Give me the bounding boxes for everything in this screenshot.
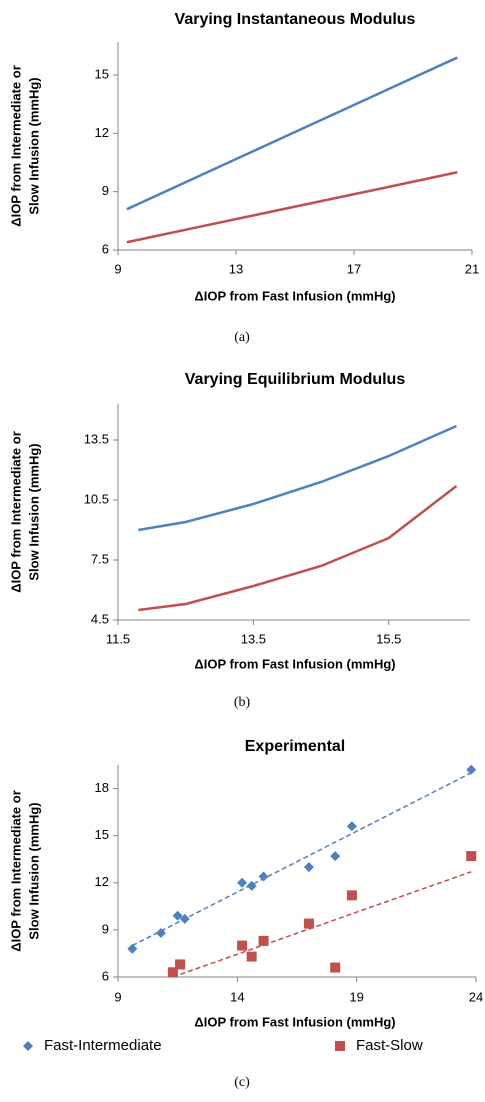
y-axis-label: ΔIOP from Intermediate or	[8, 65, 23, 227]
point	[346, 890, 357, 901]
y-tick-label: 10.5	[84, 491, 109, 506]
x-tick-label: 24	[469, 989, 483, 1004]
caption: (a)	[234, 330, 250, 345]
y-axis-label: Slow Infusion (mmHg)	[26, 802, 41, 939]
x-tick-label: 9	[114, 989, 121, 1004]
point	[466, 851, 477, 862]
y-tick-label: 7.5	[91, 551, 109, 566]
x-tick-label: 14	[230, 989, 244, 1004]
y-tick-label: 9	[102, 183, 109, 198]
y-axis-label: ΔIOP from Intermediate or	[8, 431, 23, 593]
point	[167, 967, 178, 978]
y-tick-label: 12	[95, 125, 109, 140]
y-tick-label: 6	[102, 968, 109, 983]
chart-title: Experimental	[245, 738, 345, 755]
y-tick-label: 13.5	[84, 431, 109, 446]
point	[172, 910, 183, 921]
x-tick-label: 9	[114, 261, 121, 276]
y-axis-label: Slow Infusion (mmHg)	[26, 443, 41, 580]
legend-label: Fast-Slow	[356, 1037, 423, 1054]
x-tick-label: 11.5	[106, 631, 130, 646]
point	[175, 959, 186, 970]
x-axis-label: ΔIOP from Fast Infusion (mmHg)	[194, 1014, 395, 1029]
point	[330, 962, 341, 973]
y-tick-label: 15	[95, 827, 109, 842]
x-tick-label: 13	[229, 261, 243, 276]
point	[237, 877, 248, 888]
line	[126, 171, 458, 244]
y-tick-label: 18	[95, 780, 109, 795]
x-tick-label: 19	[349, 989, 363, 1004]
x-tick-label: 17	[347, 261, 361, 276]
line	[138, 485, 458, 612]
point	[330, 851, 341, 862]
x-tick-label: 21	[465, 261, 479, 276]
point	[303, 862, 314, 873]
y-tick-label: 12	[95, 874, 109, 889]
point	[246, 880, 257, 891]
chart-title: Varying Instantaneous Modulus	[175, 11, 416, 28]
point	[258, 871, 269, 882]
chart-title: Varying Equilibrium Modulus	[185, 371, 406, 388]
legend-label: Fast-Intermediate	[44, 1037, 162, 1054]
y-tick-label: 4.5	[91, 611, 109, 626]
x-axis-label: ΔIOP from Fast Infusion (mmHg)	[194, 656, 395, 671]
trendline	[172, 871, 472, 978]
point	[303, 918, 314, 929]
y-tick-label: 15	[95, 66, 109, 81]
point	[155, 928, 166, 939]
point	[237, 940, 248, 951]
point	[466, 764, 477, 775]
x-tick-label: 15.5	[376, 631, 401, 646]
y-tick-label: 9	[102, 921, 109, 936]
legend-marker	[23, 1041, 33, 1051]
line	[126, 56, 458, 211]
point	[127, 943, 138, 954]
trendline	[131, 772, 472, 947]
y-axis-label: Slow Infusion (mmHg)	[26, 77, 41, 214]
x-axis-label: ΔIOP from Fast Infusion (mmHg)	[194, 288, 395, 303]
x-tick-label: 13.5	[241, 631, 266, 646]
y-axis-label: ΔIOP from Intermediate or	[8, 790, 23, 952]
point	[179, 913, 190, 924]
y-tick-label: 6	[102, 241, 109, 256]
caption: (c)	[234, 1075, 250, 1090]
caption: (b)	[234, 695, 251, 710]
line	[138, 424, 457, 532]
point	[258, 935, 269, 946]
legend-marker	[335, 1041, 345, 1051]
point	[246, 951, 257, 962]
point	[346, 821, 357, 832]
